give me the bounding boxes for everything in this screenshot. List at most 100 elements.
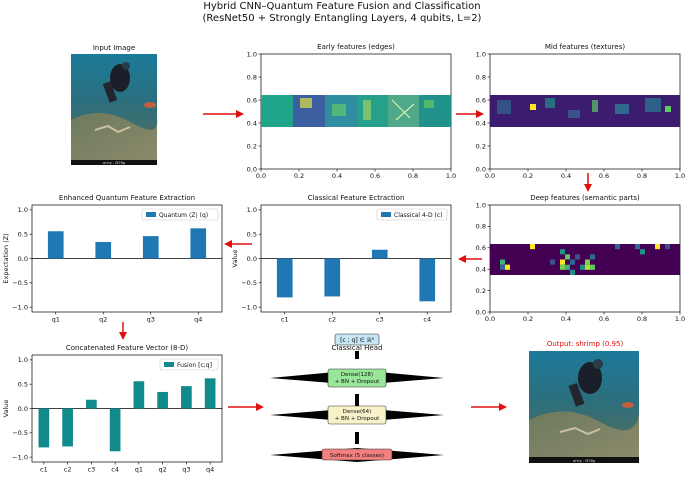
- deep-ytick-label: 0.4: [476, 266, 486, 274]
- bar-q3: [142, 236, 159, 259]
- head-layer-2-line1: Dense(64): [343, 409, 372, 415]
- mid-ytick-label: 0.6: [476, 96, 486, 104]
- chart-xtick-label: q2: [158, 466, 166, 474]
- deep-features-heatmap: [490, 244, 680, 275]
- input-image-title: Input Image: [93, 44, 135, 52]
- early-xtick-label: 0.6: [370, 172, 380, 180]
- deep-heatmap-cell: [550, 259, 555, 265]
- chart-ytick-label: 0.5: [247, 230, 257, 238]
- chart-ytick-label: −1.0: [12, 303, 28, 311]
- deep-heatmap-cell: [570, 259, 575, 265]
- chart-ytick-label: 1.0: [18, 356, 28, 364]
- input-image-caption: ariny - M78g: [103, 161, 125, 165]
- deep-heatmap-cell: [665, 244, 670, 250]
- deep-ytick-label: 0.6: [476, 244, 486, 252]
- mid-ytick-label: 1.0: [476, 50, 486, 58]
- quantum-feature-chart: Enhanced Quantum Feature Extraction −1.0 −…: [2, 194, 223, 324]
- chart-ytick-label: −1.0: [12, 453, 28, 461]
- chart-ytick-label: 0.0: [247, 255, 257, 263]
- deep-heatmap-cell: [585, 259, 590, 265]
- deep-heatmap-cell: [560, 264, 565, 270]
- bar-q1: [47, 231, 64, 259]
- deep-heatmap-cell: [500, 259, 505, 265]
- input-image: [71, 54, 158, 165]
- chart-legend-swatch: [146, 212, 156, 217]
- mid-ytick-label: 0.2: [476, 142, 486, 150]
- deep-heatmap-cell: [565, 254, 570, 260]
- early-features-strip: [261, 95, 451, 127]
- chart-legend-label: Fusion [c;q]: [177, 362, 212, 369]
- bar-c4: [109, 408, 121, 452]
- chart-title: Concatenated Feature Vector (8-D): [66, 344, 189, 352]
- deep-xtick-label: 0.2: [523, 315, 533, 323]
- classical-head: [c ; q] ∈ ℝ⁸ Classical Head Dense(128) +…: [270, 333, 444, 462]
- bar-q2: [95, 241, 112, 259]
- chart-xtick-label: c3: [88, 466, 96, 474]
- fusion-feature-chart: Concatenated Feature Vector (8-D) −1.0 −0.…: [2, 344, 223, 474]
- deep-heatmap-cell: [570, 269, 575, 275]
- deep-heatmap-cell: [590, 264, 595, 270]
- chart-ylabel: Expectation ⟨Z⟩: [2, 233, 10, 283]
- deep-heatmap-cell: [635, 244, 640, 250]
- chart-legend-swatch: [381, 212, 391, 217]
- chart-xtick-label: c1: [281, 316, 289, 324]
- chart-xtick-label: c4: [423, 316, 431, 324]
- concat-label: [c ; q] ∈ ℝ⁸: [340, 337, 374, 344]
- output-title: Output: shrimp (0.95): [547, 340, 624, 348]
- deep-ytick-label: 0.2: [476, 287, 486, 295]
- head-layer-2-line2: + BN + Dropout: [335, 416, 380, 422]
- mid-xtick-label: 0.4: [561, 172, 571, 180]
- chart-xtick-label: q3: [147, 316, 155, 324]
- deep-heatmap-cell: [500, 264, 505, 270]
- deep-xtick-label: 1.0: [675, 315, 685, 323]
- flow-arrows: [119, 110, 592, 411]
- chart-legend: [376, 208, 448, 221]
- chart-xtick-label: q1: [135, 466, 143, 474]
- bar-q4: [204, 378, 216, 409]
- chart-xtick-label: c1: [40, 466, 48, 474]
- deep-heatmap-cell: [560, 249, 565, 255]
- chart-xtick-label: c4: [111, 466, 119, 474]
- mid-xtick-label: 0.0: [485, 172, 495, 180]
- bar-q1: [133, 381, 145, 409]
- chart-title: Enhanced Quantum Feature Extraction: [59, 194, 195, 202]
- chart-xtick-label: q4: [194, 316, 202, 324]
- deep-ytick-label: 1.0: [476, 201, 486, 209]
- bar-c2: [324, 258, 341, 297]
- deep-ytick-label: 0.0: [476, 308, 486, 316]
- chart-ylabel: Value: [231, 250, 239, 268]
- bar-q3: [181, 386, 192, 409]
- bar-q4: [190, 228, 207, 259]
- chart-ytick-label: 0.0: [18, 255, 28, 263]
- deep-heatmap-cell: [585, 264, 590, 270]
- chart-title: Classical Feature Ectraction: [308, 194, 405, 202]
- chart-xtick-label: q4: [206, 466, 214, 474]
- chart-legend-label: Quantum ⟨Z⟩ (q): [159, 212, 208, 219]
- deep-xtick-label: 0.0: [485, 315, 495, 323]
- mid-features-title: Mid features (textures): [545, 43, 625, 51]
- chart-xtick-label: q2: [99, 316, 107, 324]
- deep-features-title: Deep features (semantic parts): [530, 194, 640, 202]
- deep-heatmap-cell: [580, 264, 585, 270]
- bar-c3: [371, 249, 388, 259]
- deep-heatmap-cell: [640, 249, 645, 255]
- figure-title-line2: (ResNet50 + Strongly Entangling Layers, …: [203, 13, 482, 24]
- mid-features-strip: [490, 95, 680, 127]
- mid-ytick-label: 0.8: [476, 73, 486, 81]
- chart-xtick-label: c2: [64, 466, 72, 474]
- bar-q2: [157, 391, 168, 409]
- mid-xtick-label: 0.8: [637, 172, 647, 180]
- chart-xtick-label: q3: [182, 466, 190, 474]
- mid-ytick-label: 0.0: [476, 165, 486, 173]
- classical-feature-chart: Classical Feature Ectraction −1.0 −0.5 0.0 0…: [231, 194, 452, 324]
- output-image-caption: ariny - M78g: [573, 459, 595, 463]
- deep-ytick-label: 0.8: [476, 223, 486, 231]
- chart-ylabel: Value: [2, 400, 10, 418]
- early-xtick-label: 0.2: [294, 172, 304, 180]
- early-xtick-label: 0.8: [408, 172, 418, 180]
- chart-ytick-label: 0.0: [18, 405, 28, 413]
- early-ytick-label: 1.0: [247, 50, 257, 58]
- bar-c1: [276, 258, 293, 298]
- chart-ytick-label: 1.0: [247, 206, 257, 214]
